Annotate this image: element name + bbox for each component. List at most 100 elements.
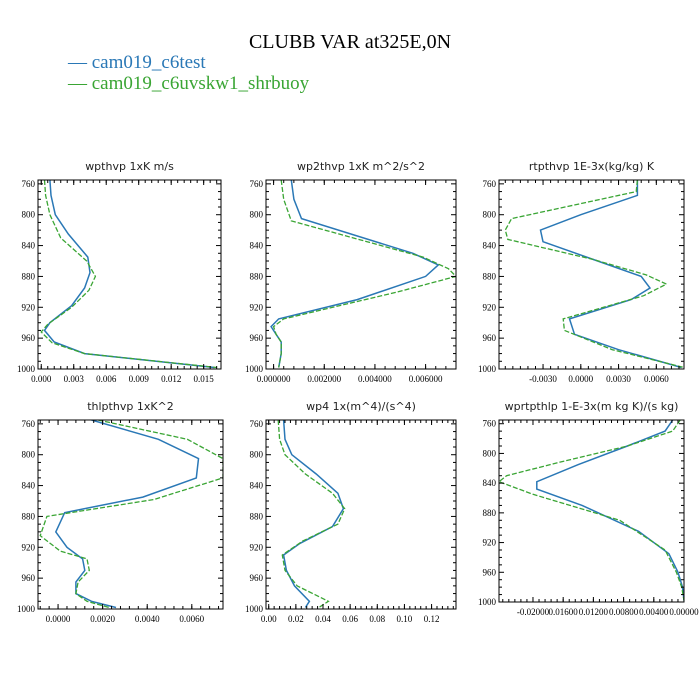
x-tick-label: 0.00800 bbox=[609, 607, 639, 617]
series-line-c6test bbox=[270, 180, 440, 368]
x-tick-label: 0.0030 bbox=[606, 374, 631, 384]
y-tick-label: 840 bbox=[22, 481, 36, 491]
y-tick-label: 840 bbox=[483, 478, 497, 488]
y-tick-label: 800 bbox=[250, 210, 264, 220]
series-line-c6uvskw1-shrbuoy bbox=[39, 420, 223, 609]
x-tick-label: 0.0000 bbox=[568, 374, 593, 384]
x-tick-label: 0.00400 bbox=[639, 607, 669, 617]
y-tick-label: 880 bbox=[22, 511, 36, 521]
x-tick-label: -0.02000 bbox=[517, 607, 550, 617]
x-tick-label: 0.01600 bbox=[549, 607, 579, 617]
y-tick-label: 920 bbox=[250, 302, 264, 312]
y-tick-label: 760 bbox=[250, 179, 264, 189]
chart-panel-5: wp4 1x(m^4)/(s^4)76080084088092096010000… bbox=[245, 400, 457, 624]
panel-title: wprtpthlp 1-E-3x(m kg K)/(s kg) bbox=[505, 400, 679, 413]
series-line-c6uvskw1-shrbuoy bbox=[499, 420, 684, 601]
legend-entry-c6test: — cam019_c6test bbox=[67, 52, 206, 73]
series-line-c6uvskw1-shrbuoy bbox=[277, 420, 346, 609]
y-tick-label: 1000 bbox=[17, 364, 36, 374]
x-tick-label: 0.06 bbox=[342, 614, 358, 624]
y-tick-label: 960 bbox=[483, 567, 497, 577]
x-tick-label: 0.0000 bbox=[46, 614, 71, 624]
y-tick-label: 760 bbox=[250, 419, 264, 429]
panel-frame bbox=[265, 179, 457, 370]
y-tick-label: 840 bbox=[22, 241, 36, 251]
series-line-c6test bbox=[536, 420, 684, 601]
y-tick-label: 800 bbox=[483, 448, 497, 458]
y-tick-label: 1000 bbox=[245, 604, 264, 614]
y-tick-label: 920 bbox=[483, 302, 497, 312]
panel-frame bbox=[498, 179, 685, 370]
y-tick-label: 960 bbox=[250, 573, 264, 583]
x-tick-label: 0.0040 bbox=[135, 614, 160, 624]
y-tick-label: 800 bbox=[250, 450, 264, 460]
x-tick-label: 0.000000 bbox=[257, 374, 291, 384]
y-tick-label: 960 bbox=[483, 333, 497, 343]
y-tick-label: 960 bbox=[250, 333, 264, 343]
chart-panel-4: thlpthvp 1xK^2 760 800 840 880 920 960 1000 0.00… bbox=[17, 400, 224, 624]
y-tick-label: 800 bbox=[22, 450, 36, 460]
y-tick-label: 920 bbox=[250, 542, 264, 552]
y-tick-label: 800 bbox=[22, 210, 36, 220]
figure-title: CLUBB VAR at325E,0N bbox=[249, 31, 451, 53]
panel-frame bbox=[265, 419, 457, 610]
y-tick-label: 760 bbox=[22, 179, 36, 189]
y-tick-label: 960 bbox=[22, 333, 36, 343]
x-tick-label: 0.10 bbox=[397, 614, 413, 624]
panel-title: wpthvp 1xK m/s bbox=[85, 160, 174, 173]
y-tick-label: 840 bbox=[483, 241, 497, 251]
x-tick-label: 0.12 bbox=[424, 614, 440, 624]
series-line-c6test bbox=[282, 420, 345, 608]
panel-title: thlpthvp 1xK^2 bbox=[87, 400, 174, 413]
y-tick-label: 920 bbox=[483, 538, 497, 548]
panel-title: wp4 1x(m^4)/(s^4) bbox=[306, 400, 416, 413]
y-tick-label: 880 bbox=[483, 271, 497, 281]
chart-panel-3: rtpthvp 1E-3x(kg/kg) K 760 800 840 880 920 960… bbox=[478, 160, 685, 384]
x-tick-label: 0.000 bbox=[31, 374, 52, 384]
chart-panel-1: wpthvp 1xK m/s76080084088092096010000.00… bbox=[17, 160, 222, 384]
y-tick-label: 880 bbox=[250, 271, 264, 281]
panel-frame bbox=[498, 419, 685, 603]
x-tick-label: 0.015 bbox=[194, 374, 215, 384]
x-tick-label: 0.0060 bbox=[179, 614, 204, 624]
x-tick-label: 0.0020 bbox=[90, 614, 115, 624]
y-tick-label: 760 bbox=[22, 419, 36, 429]
series-line-c6uvskw1-shrbuoy bbox=[272, 180, 456, 368]
y-tick-label: 880 bbox=[22, 271, 36, 281]
x-tick-label: 0.002000 bbox=[307, 374, 341, 384]
y-tick-label: 840 bbox=[250, 481, 264, 491]
y-tick-label: 960 bbox=[22, 573, 36, 583]
x-tick-label: 0.02 bbox=[288, 614, 304, 624]
legend-entry-c6uvskw1-shrbuoy: — cam019_c6uvskw1_shrbuoy bbox=[67, 73, 310, 94]
panel-frame bbox=[37, 179, 222, 370]
series-line-c6test bbox=[54, 420, 200, 609]
y-tick-label: 1000 bbox=[478, 597, 497, 607]
x-tick-label: 0.003 bbox=[64, 374, 85, 384]
x-tick-label: 0.08 bbox=[369, 614, 385, 624]
y-tick-label: 880 bbox=[483, 508, 497, 518]
x-tick-label: 0.009 bbox=[129, 374, 150, 384]
x-tick-label: -0.0030 bbox=[529, 374, 557, 384]
x-tick-label: 0.006 bbox=[96, 374, 117, 384]
chart-panel-2: wp2thvp 1xK m^2/s^2 760 800 840 880 920 960 100… bbox=[245, 160, 457, 384]
panel-title: rtpthvp 1E-3x(kg/kg) K bbox=[529, 160, 655, 173]
chart-panels: wpthvp 1xK m/s76080084088092096010000.00… bbox=[17, 160, 699, 624]
y-tick-label: 1000 bbox=[478, 364, 497, 374]
panel-frame bbox=[37, 419, 224, 610]
x-tick-label: 0.006000 bbox=[409, 374, 443, 384]
chart-panel-6: wprtpthlp 1-E-3x(m kg K)/(s kg) 760 800 840… bbox=[478, 400, 699, 617]
x-tick-label: 0.00 bbox=[261, 614, 277, 624]
x-tick-label: 0.012 bbox=[161, 374, 181, 384]
y-tick-label: 920 bbox=[22, 542, 36, 552]
y-tick-label: 800 bbox=[483, 210, 497, 220]
x-tick-label: 0.01200 bbox=[579, 607, 609, 617]
panel-title: wp2thvp 1xK m^2/s^2 bbox=[297, 160, 425, 173]
y-tick-label: 1000 bbox=[17, 604, 36, 614]
y-tick-label: 760 bbox=[483, 419, 497, 429]
y-tick-label: 920 bbox=[22, 302, 36, 312]
x-tick-label: 0.00000 bbox=[669, 607, 699, 617]
y-tick-label: 880 bbox=[250, 511, 264, 521]
series-line-c6uvskw1-shrbuoy bbox=[504, 180, 684, 369]
series-line-c6uvskw1-shrbuoy bbox=[40, 180, 217, 369]
